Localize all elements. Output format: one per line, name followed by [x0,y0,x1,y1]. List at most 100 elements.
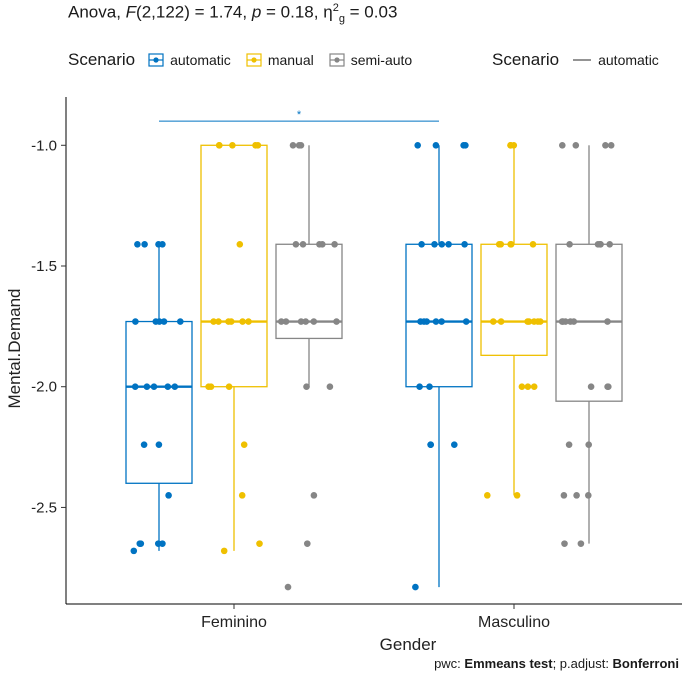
data-point [215,318,222,325]
data-point [559,141,566,149]
data-point [303,383,310,391]
data-point [278,318,285,325]
data-point [299,240,307,248]
data-point [490,318,497,325]
data-point [414,141,422,149]
legend-title: Scenario [68,50,136,69]
data-point [567,318,574,325]
x-tick-label: Feminino [201,614,267,631]
data-point [605,383,612,391]
data-point [310,492,318,499]
legend-scenario-line: Scenario automatic [492,50,667,70]
data-point [560,492,568,499]
data-point [164,383,172,391]
data-point [240,441,248,448]
data-point [177,318,184,325]
chart-title: Anova, F(2,122) = 1.74, p = 0.18, η2g = … [68,2,398,26]
data-point [587,383,595,391]
data-point [412,583,419,591]
data-point [585,492,592,499]
data-point [495,240,503,248]
y-tick-label: -1.5 [31,258,57,275]
data-point [304,540,311,547]
data-point [525,318,533,325]
data-point [432,141,440,149]
box-automatic-Feminino [125,320,193,484]
data-point [215,141,223,149]
data-point [566,240,573,248]
data-point [289,141,297,149]
data-point [141,240,148,248]
data-point [282,318,290,325]
data-point [319,240,326,248]
data-point [159,240,166,248]
legend-title: Scenario [492,50,560,69]
legend-key-automatic: automatic [147,51,231,69]
data-point [331,240,338,248]
data-point [426,383,433,391]
data-point [484,492,491,499]
data-point [451,441,458,448]
data-point [585,441,592,448]
data-point [604,318,611,325]
data-point [150,383,158,391]
data-point [131,383,139,391]
data-point [530,383,538,391]
series-automatic [125,141,473,591]
data-point [238,492,246,499]
data-point [534,318,542,325]
data-point [577,540,585,547]
data-point [524,383,532,391]
data-point [227,318,235,325]
data-point [602,141,609,149]
data-point [518,383,526,391]
data-point [326,383,334,391]
series-manual [200,141,548,555]
legend-scenario-box: Scenario automatic manual semi-auto [68,50,420,70]
box-manual-Feminino [200,144,268,388]
data-point [245,318,252,325]
data-point [130,547,138,555]
y-axis-title: Mental.Demand [5,288,24,408]
data-point [462,318,470,325]
data-point [143,383,151,391]
data-point [155,540,162,547]
data-point [256,540,263,547]
y-tick-label: -1.0 [31,137,57,154]
data-point [432,318,440,325]
data-point [445,240,452,248]
data-point [297,318,305,325]
data-point [292,240,300,248]
data-point [438,240,446,248]
legend-key-manual: manual [245,51,314,69]
box-semi-auto-Feminino [275,243,343,340]
data-point [507,240,514,248]
data-point [225,383,233,391]
legend-key-automatic-line: automatic [573,52,659,68]
data-point [427,441,434,448]
data-point [573,492,580,499]
data-point [132,318,139,325]
data-point [461,240,468,248]
data-point [416,383,423,391]
box-automatic-Masculino [405,243,473,388]
data-point [137,540,145,547]
data-point [594,240,602,248]
data-point [160,318,168,325]
y-tick-label: -2.0 [31,379,57,396]
data-point [607,141,615,149]
data-point [171,383,179,391]
data-point [210,318,217,325]
data-point [155,441,163,448]
series-semi-auto [275,141,623,591]
data-point [165,492,172,499]
x-tick-label: Masculino [478,614,550,631]
data-point [565,441,573,448]
data-point [302,318,310,325]
data-point [220,547,228,555]
x-axis-title: Gender [380,635,437,654]
data-point [134,240,141,248]
data-point [418,240,425,248]
data-point [561,540,568,547]
data-point [507,141,514,149]
